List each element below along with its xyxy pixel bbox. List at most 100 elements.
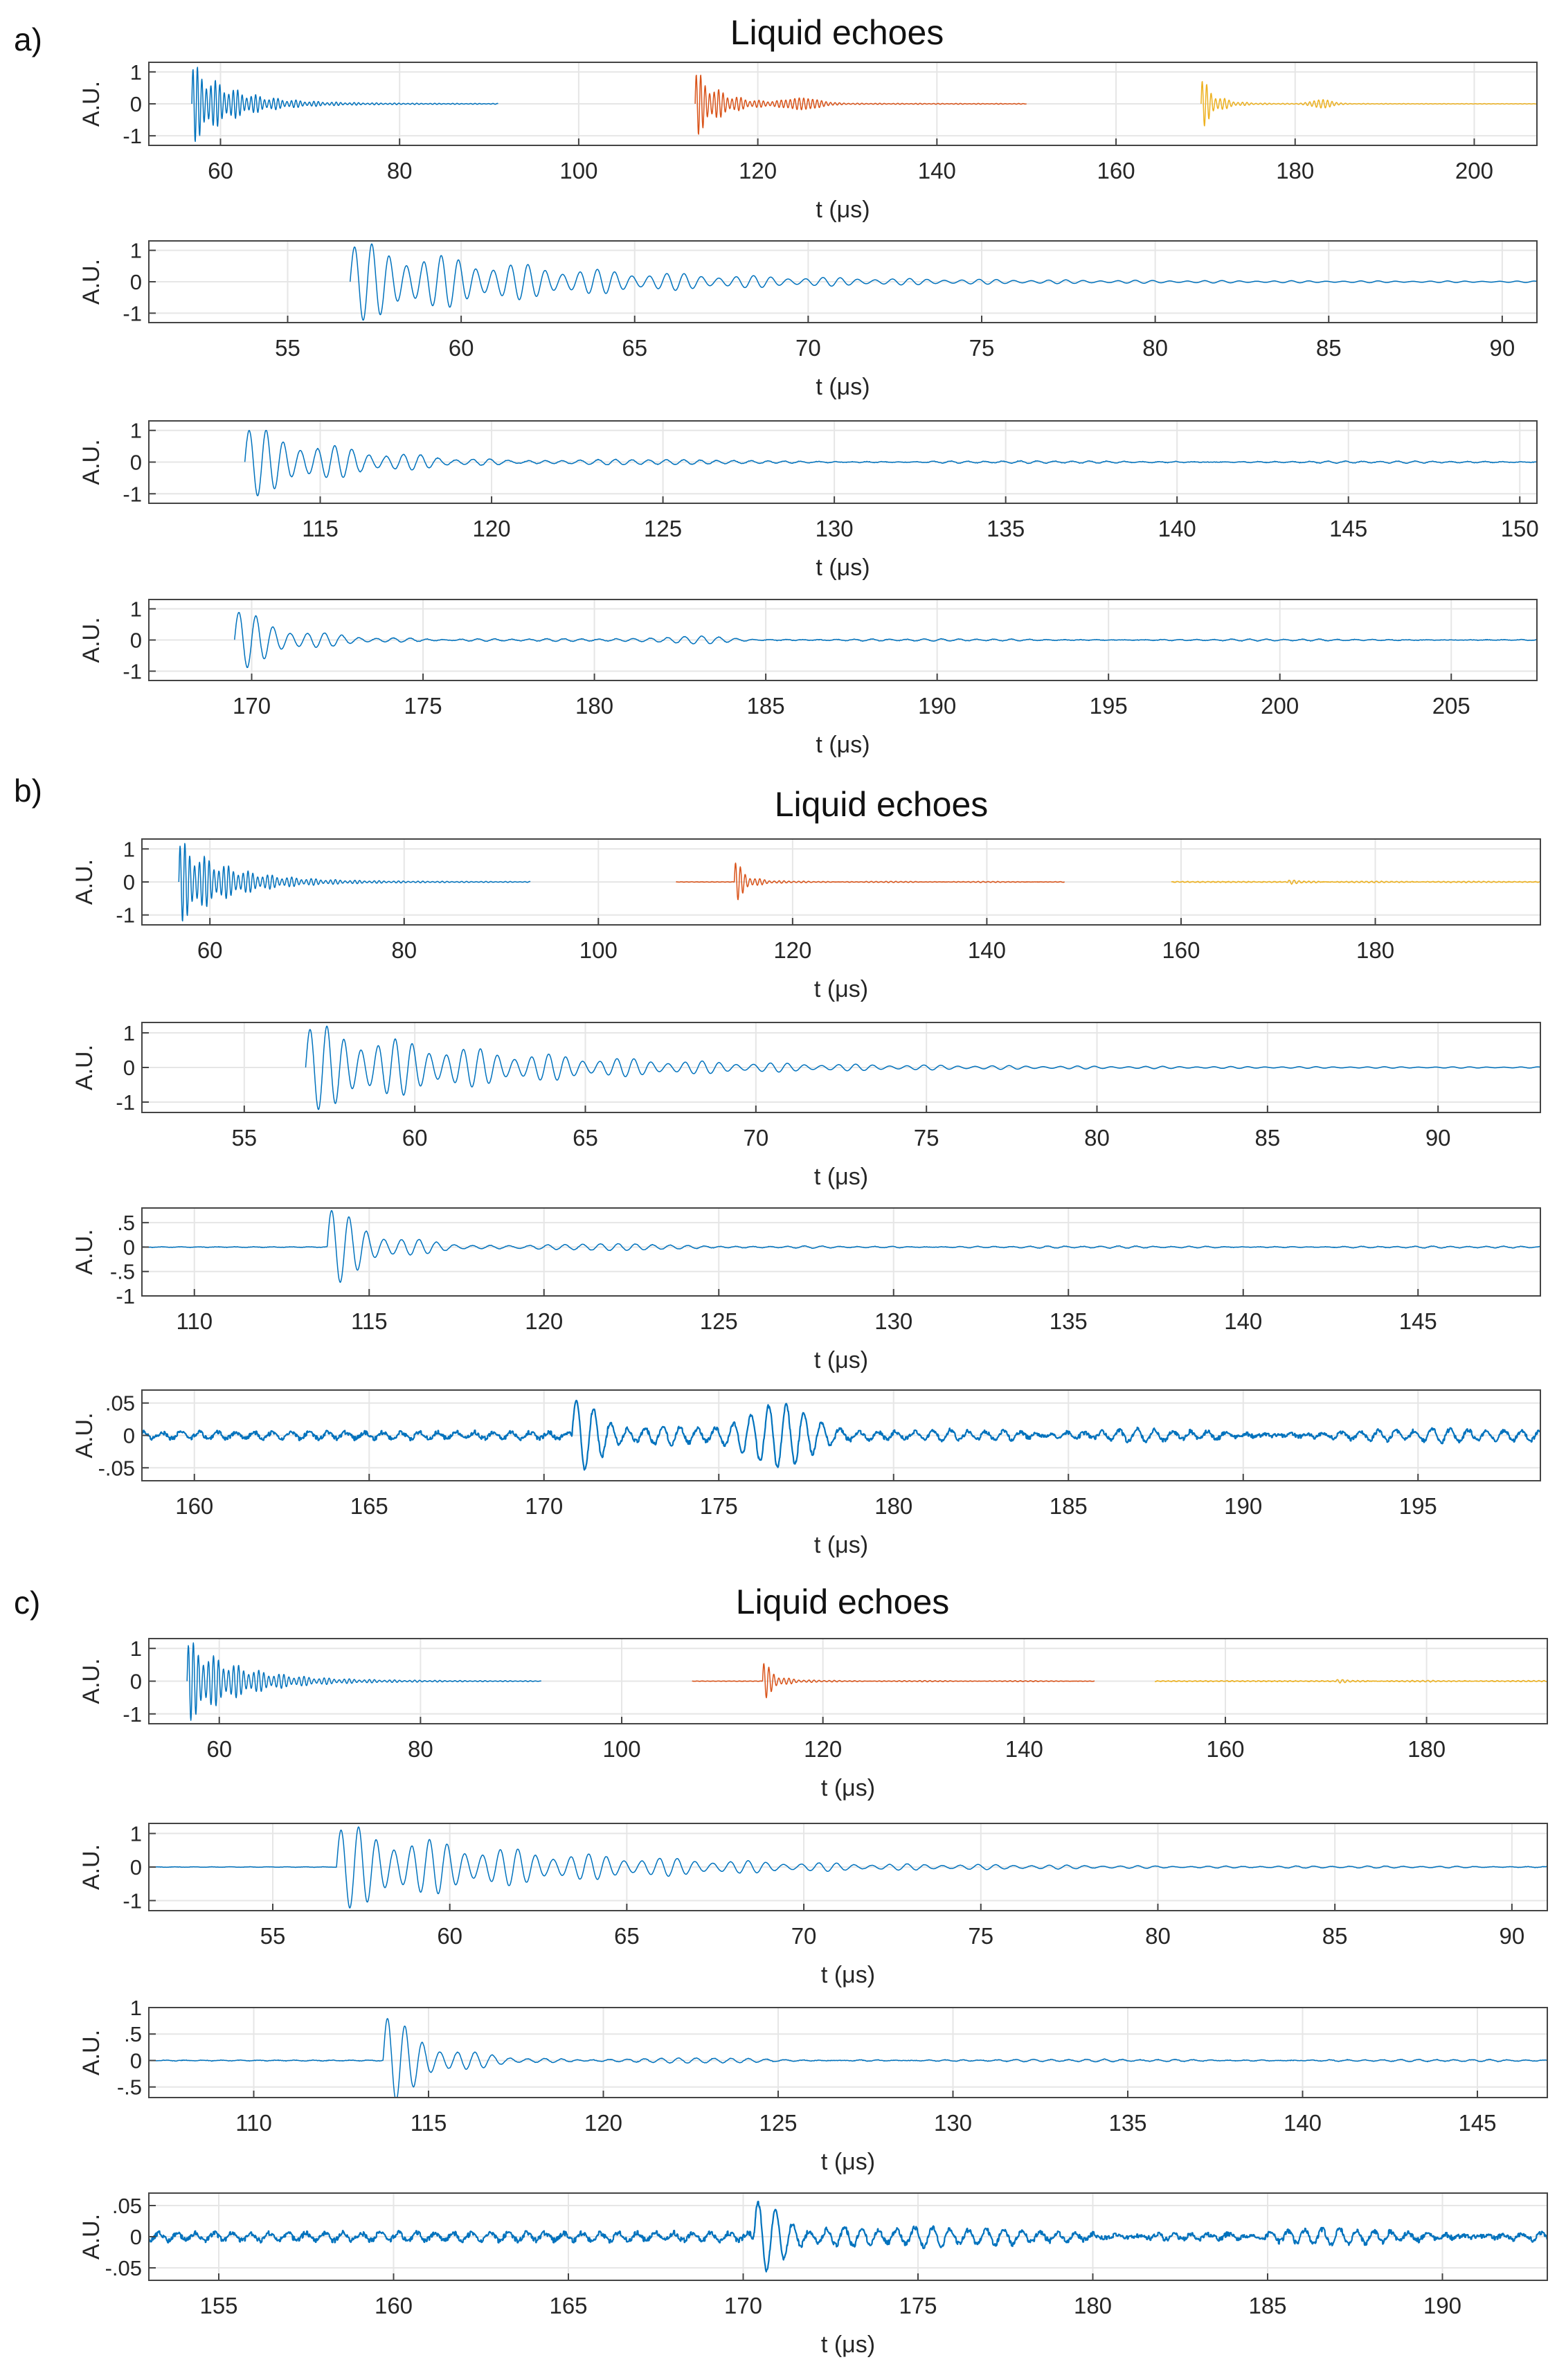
y-axis-label: A.U.	[71, 1229, 98, 1274]
y-axis-label: A.U.	[71, 1412, 98, 1458]
x-tick-label: 80	[387, 158, 413, 183]
x-axis-label: t (μs)	[814, 1164, 868, 1190]
x-tick-label: 120	[804, 1736, 842, 1762]
x-tick-label: 110	[176, 1308, 213, 1334]
x-tick-label: 170	[233, 693, 271, 719]
x-tick-label: 140	[968, 937, 1006, 963]
y-tick-label: 0	[130, 2225, 142, 2249]
y-axis-label: A.U.	[78, 617, 105, 662]
subplot-9: 60 80 100 120 140 160 180 1 0 -1 t (μs) A.U.	[78, 1637, 1548, 1801]
subplot-1: 60 80 100 120 140 160 180 200 1 0 -1 t (μs) A.U.	[78, 60, 1538, 223]
y-tick-label: 1	[130, 597, 142, 622]
panel-label-a: a)	[14, 21, 42, 57]
x-tick-label: 160	[1206, 1736, 1244, 1762]
x-tick-label: 85	[1316, 335, 1342, 361]
x-tick-label: 120	[739, 158, 777, 183]
y-tick-label: 0	[123, 870, 135, 894]
x-tick-label: 75	[969, 335, 995, 361]
axes-frame	[148, 2007, 1548, 2098]
x-tick-label: 65	[622, 335, 647, 361]
x-tick-label: 80	[391, 937, 417, 963]
x-tick-label: 60	[437, 1923, 462, 1949]
x-tick-label: 180	[575, 693, 613, 719]
y-tick-label: 0	[123, 1424, 135, 1448]
y-tick-label: 1	[123, 1021, 135, 1045]
y-tick-label: 0	[123, 1056, 135, 1080]
x-tick-label: 140	[1158, 516, 1196, 541]
x-tick-label: 160	[1097, 158, 1135, 183]
x-tick-label: 75	[968, 1923, 993, 1949]
y-tick-label: 1	[130, 239, 142, 263]
x-axis-label: t (μs)	[821, 1962, 875, 1988]
panel-title-c: Liquid echoes	[735, 1583, 950, 1621]
x-tick-label: 130	[816, 516, 854, 541]
y-tick-label: 0	[130, 270, 142, 294]
x-tick-label: 85	[1322, 1923, 1348, 1949]
y-axis-label: A.U.	[78, 1658, 105, 1704]
y-tick-label: -.05	[105, 2256, 142, 2280]
echo-trace-1	[349, 243, 1538, 321]
y-axis-label: A.U.	[78, 439, 105, 485]
y-tick-label: -1	[123, 301, 142, 325]
x-tick-label: 120	[473, 516, 511, 541]
x-tick-label: 125	[644, 516, 682, 541]
y-tick-label: .5	[117, 1211, 135, 1235]
x-tick-label: 100	[579, 937, 618, 963]
echo-trace-1	[148, 2201, 1548, 2273]
echo-trace-1	[178, 842, 531, 922]
x-axis-label: t (μs)	[816, 555, 870, 581]
y-tick-label: 0	[123, 1235, 135, 1259]
x-tick-label: 180	[874, 1493, 912, 1519]
x-tick-label: 195	[1399, 1493, 1437, 1519]
panel-title-a: Liquid echoes	[730, 13, 944, 52]
x-tick-label: 125	[759, 2110, 797, 2136]
x-tick-label: 180	[1074, 2293, 1112, 2318]
x-tick-label: 90	[1500, 1923, 1525, 1949]
echo-trace-1	[305, 1025, 1541, 1110]
x-tick-label: 200	[1261, 693, 1299, 719]
y-tick-label: 1	[130, 1996, 142, 2020]
x-tick-label: 135	[1108, 2110, 1146, 2136]
y-tick-label: -1	[116, 1284, 135, 1308]
x-tick-label: 160	[375, 2293, 413, 2318]
x-tick-label: 140	[1224, 1308, 1262, 1334]
x-tick-label: 190	[918, 693, 956, 719]
x-tick-label: 190	[1423, 2293, 1461, 2318]
echo-trace-2	[694, 74, 1027, 135]
x-tick-label: 140	[918, 158, 956, 183]
x-tick-label: 120	[525, 1308, 563, 1334]
y-tick-label: -1	[123, 482, 142, 506]
x-tick-label: 130	[874, 1308, 912, 1334]
x-tick-label: 80	[1142, 335, 1168, 361]
x-tick-label: 70	[795, 335, 821, 361]
echo-trace-2	[676, 862, 1065, 901]
x-tick-label: 60	[449, 335, 474, 361]
subplot-12: 155 160 165 170 175 180 185 190 .05 0 -.05 t (μs) A.…	[78, 2192, 1548, 2358]
x-tick-label: 60	[206, 1736, 232, 1762]
x-tick-label: 60	[197, 937, 223, 963]
x-tick-label: 185	[1050, 1493, 1088, 1519]
y-tick-label: -.05	[98, 1456, 135, 1480]
x-tick-label: 145	[1399, 1308, 1437, 1334]
x-tick-label: 60	[208, 158, 233, 183]
echo-trace-1	[141, 1400, 1541, 1471]
x-tick-label: 70	[791, 1923, 817, 1949]
subplot-10: 55 60 65 70 75 80 85 90 1 0 -1 t (μs) A.U.	[78, 1822, 1548, 1988]
axes-frame	[141, 1207, 1541, 1297]
y-tick-label: -.5	[110, 1260, 135, 1284]
panel-label-b: b)	[14, 773, 42, 809]
subplot-11: 110 115 120 125 130 135 140 145 1.50-.5 t (μs) A.U…	[78, 1996, 1548, 2175]
x-tick-label: 180	[1407, 1736, 1446, 1762]
plot-area	[142, 1208, 1540, 1296]
x-tick-label: 110	[235, 2110, 272, 2136]
echo-trace-1	[141, 1210, 1541, 1283]
y-tick-label: 0	[130, 1855, 142, 1879]
y-tick-label: .05	[105, 1391, 135, 1416]
y-tick-label: -.5	[117, 2075, 142, 2100]
echo-trace-3	[1154, 1679, 1548, 1684]
plot-area	[149, 2008, 1547, 2098]
x-axis-label: t (μs)	[821, 2149, 875, 2175]
y-axis-label: A.U.	[78, 2030, 105, 2075]
y-tick-label: 1	[130, 60, 142, 84]
